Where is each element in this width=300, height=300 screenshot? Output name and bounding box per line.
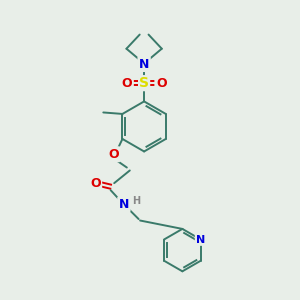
Text: O: O (108, 148, 119, 161)
Text: N: N (196, 235, 206, 244)
Text: N: N (119, 198, 129, 211)
Text: O: O (122, 77, 132, 90)
Text: S: S (139, 76, 149, 90)
Text: O: O (156, 77, 166, 90)
Text: O: O (90, 177, 101, 190)
Text: H: H (132, 196, 140, 206)
Text: N: N (139, 58, 149, 70)
